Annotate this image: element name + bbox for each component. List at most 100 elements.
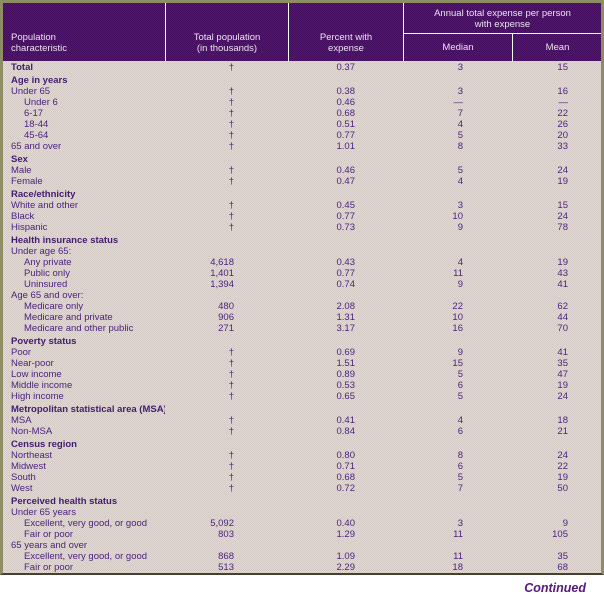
cell-pop	[165, 246, 288, 257]
table-row: Hispanic † 0.73 9 78	[3, 222, 601, 233]
row-label: Black	[11, 211, 35, 222]
row-label: Age 65 and over:	[11, 290, 84, 301]
table-row: Age in years	[3, 73, 601, 86]
row-label: Low income	[11, 369, 62, 380]
cell-pop	[165, 404, 288, 415]
header-total-population: Total population (in thousands)	[165, 3, 288, 61]
cell-pct: 0.77	[336, 268, 356, 279]
cell-mean: 47	[557, 369, 568, 380]
cell-mean	[511, 540, 601, 551]
table-row: Sex	[3, 152, 601, 165]
cell-median: 9	[457, 279, 463, 290]
row-label: Public only	[24, 268, 70, 279]
cell-mean: 70	[557, 323, 568, 334]
table-row: 65 and over † 1.01 8 33	[3, 141, 601, 152]
table-row: Public only 1,401 0.77 11 43	[3, 268, 601, 279]
cell-pop: †	[228, 380, 234, 391]
cell-mean: 78	[557, 222, 568, 233]
cell-pct	[288, 235, 403, 246]
cell-mean: 105	[552, 529, 568, 540]
header-line: Percent with	[319, 32, 373, 43]
cell-pct	[288, 496, 403, 507]
cell-median	[403, 154, 511, 165]
cell-pop: †	[228, 222, 234, 233]
row-label: Under 65 years	[11, 507, 76, 518]
table-row: Census region	[3, 437, 601, 450]
table-row: Excellent, very good, or good 868 1.09 11 35	[3, 551, 601, 562]
cell-pct: 0.73	[336, 222, 356, 233]
cell-mean: 62	[557, 301, 568, 312]
cell-pop	[165, 75, 288, 86]
header-line: (in thousands)	[196, 43, 258, 54]
table-row: Excellent, very good, or good 5,092 0.40 3 9	[3, 518, 601, 529]
cell-median: 7	[457, 483, 463, 494]
cell-median: 7	[457, 108, 463, 119]
cell-pop: †	[228, 141, 234, 152]
header-line: with expense	[474, 19, 531, 30]
cell-pop: †	[228, 165, 234, 176]
cell-pop	[165, 336, 288, 347]
cell-pop: 803	[218, 529, 234, 540]
row-label: Hispanic	[11, 222, 48, 233]
cell-pop	[165, 154, 288, 165]
cell-pct	[288, 246, 403, 257]
cell-mean: —	[558, 97, 569, 108]
cell-mean: 24	[557, 211, 568, 222]
cell-pop: †	[228, 62, 234, 73]
header-line: Population	[11, 32, 56, 43]
cell-pop: †	[228, 358, 234, 369]
cell-pct: 0.41	[336, 415, 356, 426]
cell-pct: 3.17	[336, 323, 356, 334]
table-row: 45-64 † 0.77 5 20	[3, 130, 601, 141]
cell-pop: †	[228, 211, 234, 222]
cell-mean	[511, 404, 601, 415]
table-row: 6-17 † 0.68 7 22	[3, 108, 601, 119]
row-label: Northeast	[11, 450, 53, 461]
cell-pop	[165, 290, 288, 301]
cell-mean	[511, 235, 601, 246]
cell-pop: 906	[218, 312, 234, 323]
cell-mean	[511, 290, 601, 301]
table-row: Medicare only 480 2.08 22 62	[3, 301, 601, 312]
cell-pct: 0.72	[336, 483, 356, 494]
cell-pop: †	[228, 130, 234, 141]
cell-pop	[165, 540, 288, 551]
cell-pct: 1.51	[336, 358, 356, 369]
row-label: Non-MSA	[11, 426, 53, 437]
row-label: Under age 65:	[11, 246, 72, 257]
cell-pct	[288, 189, 403, 200]
cell-mean: 24	[557, 450, 568, 461]
cell-mean: 35	[557, 551, 568, 562]
header-population-characteristic: Population characteristic	[3, 3, 165, 61]
header-line: expense	[328, 43, 364, 54]
header-annual-expense-group: Annual total expense per person with exp…	[403, 3, 601, 61]
table-row: Near-poor † 1.51 15 35	[3, 358, 601, 369]
cell-pop: 480	[218, 301, 234, 312]
cell-pop: 4,618	[210, 257, 234, 268]
cell-mean	[511, 496, 601, 507]
row-label: Poverty status	[11, 336, 77, 347]
cell-median: 3	[457, 62, 463, 73]
cell-pop: †	[228, 426, 234, 437]
table-row: Middle income † 0.53 6 19	[3, 380, 601, 391]
table-header: Population characteristic Total populati…	[3, 3, 601, 61]
cell-mean	[511, 75, 601, 86]
cell-median: 5	[457, 130, 463, 141]
cell-median: 11	[453, 529, 463, 540]
row-label: Fair or poor	[24, 562, 74, 573]
header-median: Median	[442, 42, 474, 53]
row-label: Sex	[11, 154, 28, 165]
cell-pct: 1.31	[336, 312, 356, 323]
cell-pop: †	[228, 119, 234, 130]
cell-pct: 0.74	[336, 279, 356, 290]
cell-median: —	[453, 97, 464, 108]
row-label: Female	[11, 176, 43, 187]
cell-median: 4	[457, 257, 463, 268]
cell-mean: 24	[557, 391, 568, 402]
cell-pct: 0.68	[336, 108, 356, 119]
cell-mean: 26	[557, 119, 568, 130]
cell-pop: †	[228, 176, 234, 187]
cell-pop: 513	[218, 562, 234, 573]
header-group-subcolumns: Median Mean	[404, 34, 601, 61]
cell-mean: 18	[557, 415, 568, 426]
